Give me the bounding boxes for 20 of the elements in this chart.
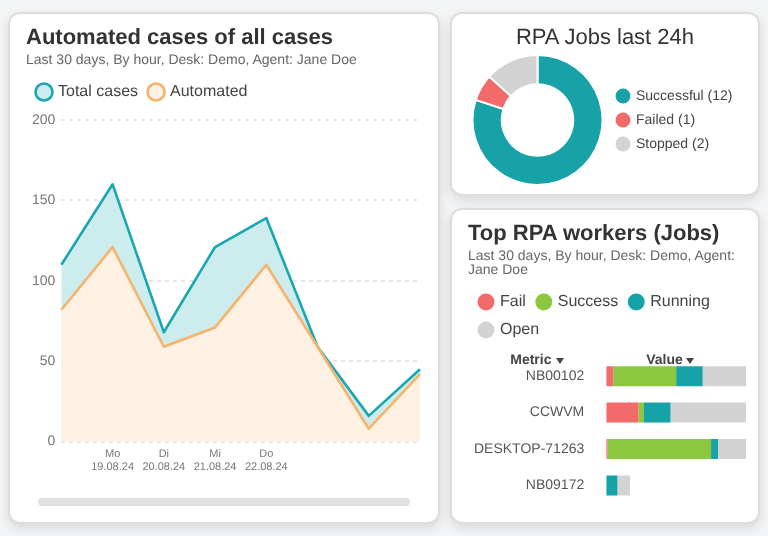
- legend-label: Running: [650, 292, 710, 311]
- chart-title: Automated cases of all cases: [26, 26, 335, 50]
- bar: [606, 402, 639, 423]
- bar: [613, 366, 677, 387]
- bar: [670, 402, 746, 423]
- bar: [711, 438, 719, 460]
- bar: [702, 366, 746, 387]
- legend-label: Total cases: [58, 82, 139, 101]
- bar: [617, 475, 630, 496]
- bar: [607, 438, 712, 460]
- legend-label: Fail: [500, 292, 527, 311]
- legend-label: Open: [500, 320, 540, 339]
- legend-label: Automated: [170, 82, 248, 101]
- legend-label: Success: [557, 292, 619, 311]
- bar: [718, 438, 746, 460]
- bar: [643, 402, 671, 423]
- bar: [676, 366, 703, 387]
- chart-title: RPA Jobs last 24h: [513, 26, 697, 50]
- chart-title: Top RPA workers (Jobs): [468, 222, 722, 246]
- bar: [638, 402, 644, 423]
